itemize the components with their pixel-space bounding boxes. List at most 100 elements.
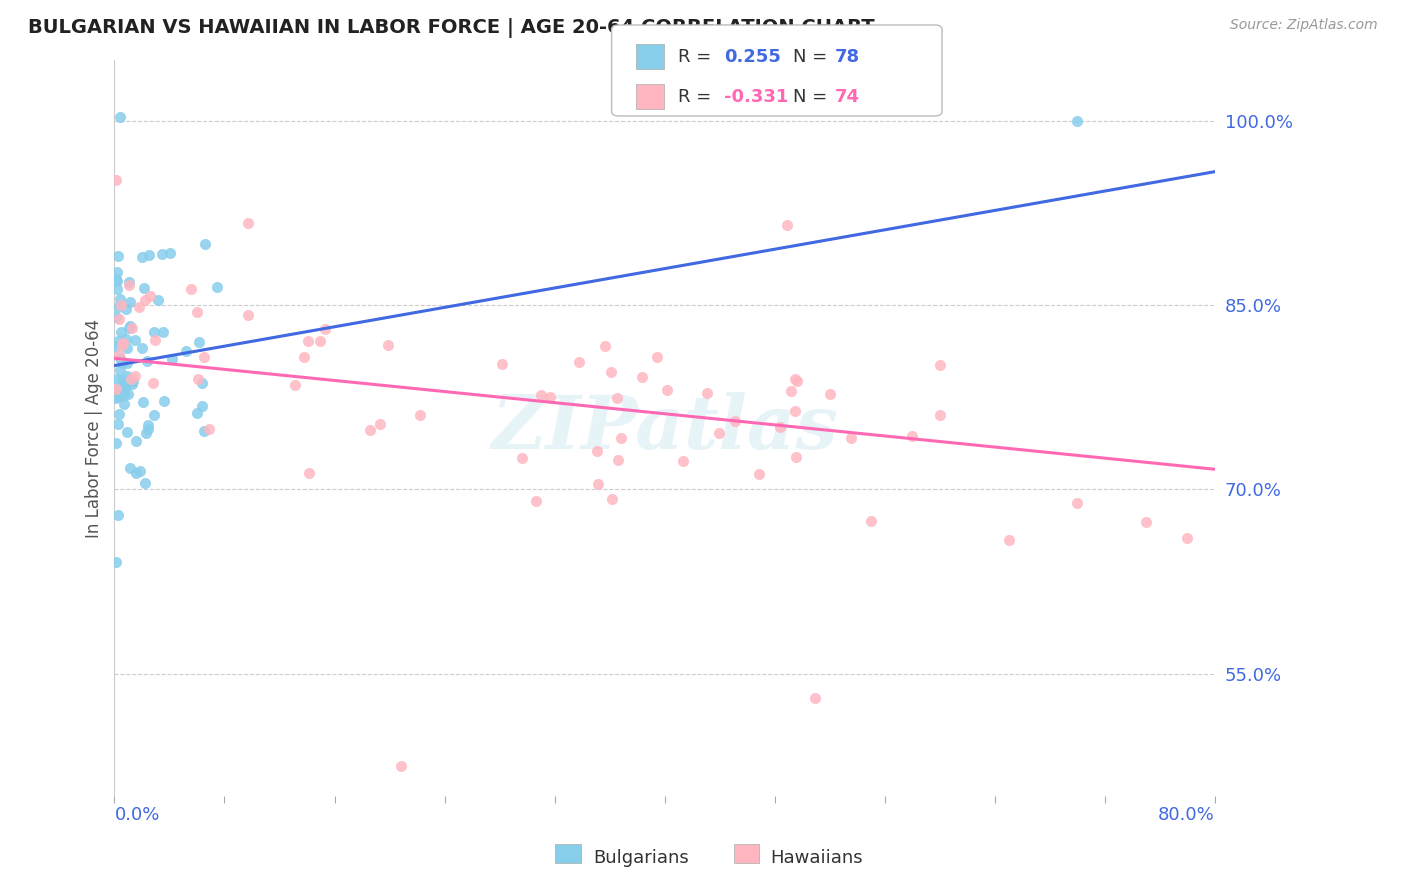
Point: [180, 282, 202, 296]
Point: [125, 466, 148, 480]
Point: [107, 407, 129, 421]
Point: [186, 406, 208, 420]
Point: [105, 372, 128, 386]
Point: [118, 319, 141, 334]
Point: [901, 428, 924, 442]
Point: [538, 390, 561, 404]
Point: [724, 414, 747, 428]
Point: [118, 277, 141, 292]
Point: [152, 326, 174, 340]
Point: [118, 294, 141, 309]
Point: [142, 408, 165, 422]
Point: [131, 341, 153, 355]
Point: [125, 434, 148, 448]
Point: [602, 491, 624, 506]
Point: [114, 378, 136, 392]
Text: ZIPatlas: ZIPatlas: [491, 392, 838, 464]
Point: [115, 369, 138, 384]
Point: [117, 356, 139, 370]
Point: [124, 368, 146, 383]
Point: [786, 374, 808, 388]
Point: [108, 348, 131, 362]
Point: [131, 250, 153, 264]
Point: [107, 311, 129, 326]
Point: [114, 376, 136, 391]
Point: [104, 340, 127, 354]
Point: [187, 334, 209, 349]
Point: [111, 356, 134, 370]
Point: [657, 383, 679, 397]
Point: [159, 246, 181, 260]
Point: [114, 397, 136, 411]
Point: [672, 453, 695, 467]
Point: [152, 247, 174, 261]
Point: [162, 352, 184, 367]
Point: [107, 274, 129, 288]
Point: [298, 466, 321, 480]
Point: [105, 389, 128, 403]
Text: Source: ZipAtlas.com: Source: ZipAtlas.com: [1230, 18, 1378, 32]
Point: [135, 353, 157, 368]
Text: BULGARIAN VS HAWAIIAN IN LABOR FORCE | AGE 20-64 CORRELATION CHART: BULGARIAN VS HAWAIIAN IN LABOR FORCE | A…: [28, 18, 875, 37]
Point: [110, 338, 132, 352]
Point: [136, 421, 159, 435]
Point: [118, 372, 141, 386]
Point: [107, 334, 129, 348]
Point: [121, 321, 143, 335]
Point: [776, 218, 799, 232]
Point: [108, 363, 131, 377]
Text: Hawaiians: Hawaiians: [770, 849, 863, 867]
Point: [143, 333, 166, 347]
Point: [105, 310, 128, 324]
Point: [696, 386, 718, 401]
Point: [359, 423, 381, 437]
Point: [783, 372, 806, 386]
Point: [110, 110, 132, 124]
Point: [297, 334, 319, 348]
Point: [104, 555, 127, 569]
Point: [138, 248, 160, 262]
Point: [610, 431, 633, 445]
Point: [104, 391, 127, 405]
Point: [198, 422, 221, 436]
Point: [524, 493, 547, 508]
Text: 78: 78: [835, 47, 860, 65]
Point: [491, 357, 513, 371]
Point: [529, 388, 551, 402]
Point: [586, 444, 609, 458]
Point: [108, 292, 131, 306]
Point: [1066, 496, 1088, 510]
Point: [132, 281, 155, 295]
Point: [107, 300, 129, 314]
Point: [191, 399, 214, 413]
Point: [115, 302, 138, 317]
Point: [839, 431, 862, 445]
Point: [193, 350, 215, 364]
Point: [117, 387, 139, 401]
Point: [859, 514, 882, 528]
Point: [174, 344, 197, 359]
Text: R =: R =: [678, 47, 717, 65]
Point: [377, 338, 399, 352]
Point: [104, 435, 127, 450]
Point: [389, 758, 412, 772]
Point: [112, 336, 135, 351]
Point: [314, 321, 336, 335]
Point: [118, 275, 141, 289]
Point: [112, 384, 135, 399]
Point: [107, 417, 129, 431]
Point: [148, 293, 170, 308]
Point: [599, 365, 621, 379]
Point: [187, 372, 209, 386]
Point: [134, 475, 156, 490]
Point: [205, 280, 228, 294]
Point: [121, 376, 143, 391]
Point: [132, 395, 155, 409]
Text: 80.0%: 80.0%: [1159, 806, 1215, 824]
Point: [118, 321, 141, 335]
Point: [104, 172, 127, 186]
Point: [108, 387, 131, 401]
Point: [105, 282, 128, 296]
Point: [292, 350, 315, 364]
Point: [284, 377, 307, 392]
